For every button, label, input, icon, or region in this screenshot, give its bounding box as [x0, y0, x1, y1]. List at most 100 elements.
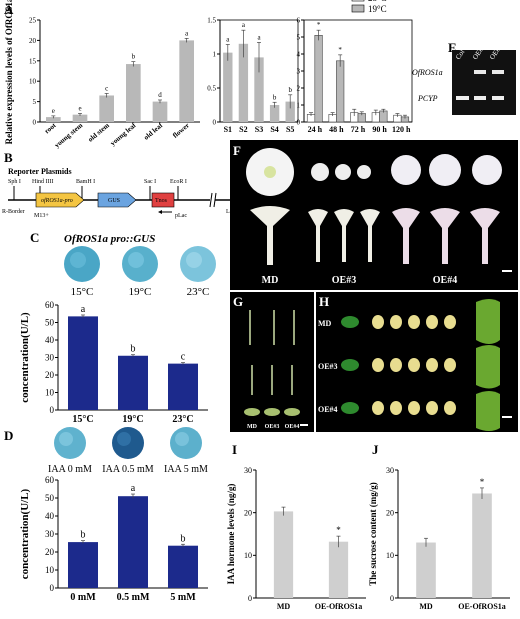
flower-side-views: [250, 206, 500, 265]
y-tick-label: 20: [244, 508, 252, 517]
y-axis-label: concentration(U/L): [19, 488, 31, 579]
f-label-md: MD: [262, 275, 279, 286]
x-tick-label: young stem: [53, 121, 84, 149]
plasmid-title: Reporter Plasmids: [8, 167, 72, 176]
significance-mark: *: [338, 46, 342, 54]
bar: [152, 101, 168, 122]
panel-label-h: H: [319, 294, 329, 309]
x-tick-label: 15°C: [72, 414, 93, 425]
y-tick-label: 30: [386, 466, 394, 475]
flower-face-oe3: [311, 163, 371, 181]
f-label-oe3: OE#3: [332, 275, 356, 286]
panel-label-i: I: [232, 442, 237, 457]
y-axis-label: The sucrose content (mg/g): [368, 482, 378, 586]
significance-mark: a: [185, 29, 189, 37]
y-tick-label: 1: [213, 50, 217, 58]
bar: [416, 542, 436, 598]
gus-label: GUS: [108, 198, 120, 204]
y-tick-label: 0: [390, 594, 394, 603]
x-tick-label: S1: [224, 125, 232, 134]
bar: [328, 541, 349, 598]
c-disc-label-15: 15°C: [71, 286, 94, 298]
bar: [118, 355, 148, 410]
gel-row-ofros1a: OfROS1a: [412, 68, 443, 77]
x-tick-label: 19°C: [122, 414, 143, 425]
y-tick-label: 40: [45, 335, 55, 345]
x-tick-label: 0.5 mM: [117, 592, 150, 603]
legend-label: 23°C: [368, 0, 387, 3]
gus-stain-disc-iaa5: [170, 427, 202, 459]
significance-mark: c: [105, 84, 108, 92]
g-label-md: MD: [247, 424, 258, 430]
y-tick-label: 0: [297, 118, 301, 126]
significance-mark: d: [158, 91, 162, 99]
y-tick-label: 3: [297, 67, 301, 75]
c-title: OfROS1a pro::GUS: [64, 233, 155, 245]
panel-label-c: C: [30, 230, 39, 245]
chart-c-concentration: 0 10 20 30 40 50 60 concentration(U/L) a 15°C b 19°…: [19, 300, 208, 425]
bar: [68, 316, 98, 410]
bar: [118, 496, 148, 588]
chart-a-tissues: 0 5 10 15 20 25 Relative expression levels of …: [4, 0, 200, 149]
y-tick-label: 0: [33, 118, 37, 126]
chart-a-timecourse: 0 1 2 3 4 5 6 * 24 h * 48 h 72 h 90 h 120 h 23°C19°C: [297, 0, 413, 134]
significance-mark: c: [181, 352, 186, 363]
y-tick-label: 20: [386, 508, 394, 517]
y-tick-label: 30: [45, 529, 55, 539]
significance-mark: b: [288, 86, 292, 94]
y-tick-label: 20: [45, 547, 55, 557]
y-tick-label: 10: [244, 551, 252, 560]
tnos-label: Tnos: [155, 198, 168, 204]
x-tick-label: MD: [419, 602, 433, 611]
c-disc-label-19: 19°C: [129, 286, 152, 298]
y-tick-label: 5: [297, 33, 301, 41]
y-tick-label: 40: [45, 511, 55, 521]
y-tick-label: 10: [45, 565, 55, 575]
bar: [254, 57, 264, 122]
m13-label: M13+: [34, 213, 49, 219]
d-disc-label-5: IAA 5 mM: [164, 464, 208, 475]
promoter-label: ofROS1a-pro: [41, 197, 73, 204]
panel-label-e: E: [448, 40, 457, 55]
y-tick-label: 1.5: [207, 16, 216, 24]
x-tick-label: old stem: [87, 121, 111, 143]
chart-a-stages: 0 0.5 1 1.5 a S1 a S2 a S3 b S4 b S5: [207, 16, 299, 134]
y-tick-label: 0.5: [207, 84, 216, 92]
c-disc-label-23: 23°C: [187, 286, 210, 298]
y-tick-label: 20: [29, 37, 37, 45]
x-tick-label: flower: [171, 121, 191, 139]
legend-swatch: [351, 0, 365, 2]
photo-panel-h: [316, 292, 518, 432]
y-tick-label: 20: [45, 370, 55, 380]
x-tick-label: 48 h: [329, 125, 344, 134]
g-label-oe4: OE#4: [285, 424, 300, 430]
bar: [72, 114, 88, 122]
x-tick-label: S3: [255, 125, 263, 134]
bar: [269, 105, 280, 122]
y-tick-label: 60: [45, 475, 55, 485]
x-tick-label: 72 h: [351, 125, 366, 134]
y-tick-label: 15: [29, 57, 37, 65]
bar: [168, 545, 198, 588]
h-label-md: MD: [318, 319, 332, 328]
h-label-oe3: OE#3: [318, 362, 338, 371]
y-tick-label: 0: [50, 583, 55, 593]
chart-d-concentration: 0 10 20 30 40 50 60 concentration(U/L) b 0 mM a 0.5…: [19, 475, 208, 603]
y-tick-label: 50: [45, 493, 55, 503]
y-tick-label: 30: [244, 466, 252, 475]
x-tick-label: 5 mM: [170, 592, 196, 603]
h-label-oe4: OE#4: [318, 405, 338, 414]
y-tick-label: 5: [33, 98, 37, 106]
x-tick-label: 0 mM: [70, 592, 96, 603]
bar: [238, 43, 249, 122]
x-tick-label: 24 h: [308, 125, 323, 134]
x-tick-label: old leaf: [142, 121, 164, 142]
stamen-pistil-images: [249, 310, 295, 395]
bar: [68, 542, 98, 588]
significance-mark: b: [131, 344, 136, 355]
gus-stain-disc-23: [180, 246, 216, 282]
significance-mark: b: [273, 93, 277, 101]
x-tick-label: 90 h: [372, 125, 387, 134]
significance-mark: b: [132, 53, 136, 61]
